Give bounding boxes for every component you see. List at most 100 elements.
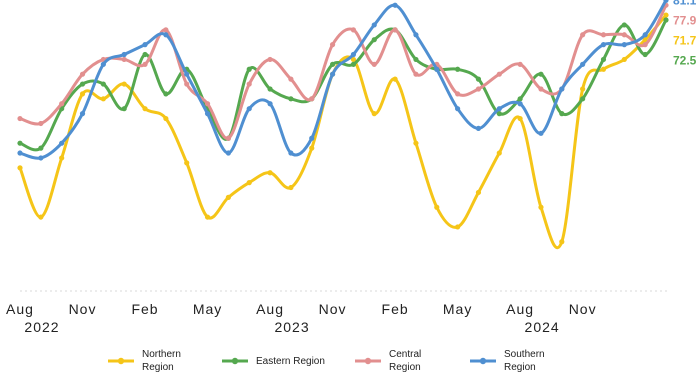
data-point-northern-region-2023-09 (288, 184, 294, 191)
data-point-southern-region-2022-10 (59, 140, 65, 146)
x-tick-year-2024: 2024 (525, 319, 560, 335)
data-point-northern-region-2023-05 (204, 214, 211, 220)
data-point-eastern-region-2025-02 (642, 51, 648, 58)
data-point-eastern-region-2023-09 (288, 96, 294, 102)
data-point-southern-region-2022-12 (100, 61, 106, 67)
data-point-northern-region-2025-02 (642, 37, 648, 43)
data-point-eastern-region-2024-06 (475, 76, 482, 82)
data-point-eastern-region-2024-11 (580, 96, 586, 102)
data-point-central-region-2025-01 (621, 32, 627, 38)
legend-label: Central (389, 349, 421, 360)
end-label-southern-region: 81.1 (673, 0, 697, 7)
data-point-northern-region-2022-12 (100, 96, 106, 102)
data-point-central-region-2023-07 (246, 81, 252, 87)
data-point-central-region-2024-11 (580, 32, 586, 38)
data-point-eastern-region-2024-05 (455, 66, 461, 72)
x-tick-label-2023-02: Feb (131, 301, 158, 317)
data-point-eastern-region-2024-01 (371, 37, 377, 43)
data-point-northern-region-2024-01 (371, 111, 377, 117)
legend-item-eastern-region: Eastern Region (222, 356, 325, 367)
x-tick-label-2024-02: Feb (382, 301, 409, 317)
data-point-central-region-2023-02 (142, 61, 148, 67)
data-point-northern-region-2023-12 (350, 56, 357, 63)
x-tick-label-2024-11: Nov (569, 301, 597, 317)
data-point-central-region-2023-11 (329, 42, 336, 48)
data-point-central-region-2023-08 (267, 56, 273, 63)
series-line-northern-region (18, 13, 668, 250)
data-point-northern-region-2022-09 (38, 214, 44, 220)
data-point-northern-region-2022-11 (79, 91, 86, 97)
x-axis-ticks: Aug 2022 Nov Feb May Aug 2023 Nov Feb May Aug 2024 N… (6, 301, 597, 335)
end-labels: 71.7 72.5 77.9 81.1 (673, 0, 697, 67)
series-southern-region (17, 0, 669, 161)
data-point-southern-region-2025-03 (663, 0, 669, 3)
data-point-southern-region-2024-08 (517, 101, 523, 107)
legend-label-cont: Region (504, 362, 536, 372)
data-point-central-region-2024-01 (371, 61, 377, 67)
data-point-central-region-2024-05 (455, 91, 461, 97)
data-point-southern-region-2023-12 (350, 51, 357, 58)
data-point-northern-region-2024-06 (475, 189, 482, 196)
data-point-northern-region-2023-08 (267, 170, 273, 176)
data-point-central-region-2023-01 (121, 56, 127, 63)
data-point-northern-region-2025-01 (621, 56, 627, 63)
end-label-northern-region: 71.7 (673, 33, 697, 47)
end-label-central-region: 77.9 (673, 13, 697, 27)
data-point-southern-region-2023-03 (163, 32, 169, 38)
data-point-eastern-region-2022-08 (17, 140, 23, 146)
data-point-northern-region-2024-03 (413, 140, 419, 146)
data-point-eastern-region-2024-08 (517, 96, 523, 102)
data-point-eastern-region-2024-09 (538, 71, 544, 77)
end-label-eastern-region: 72.5 (673, 53, 697, 67)
data-point-northern-region-2022-10 (59, 155, 65, 161)
data-point-central-region-2022-11 (79, 71, 86, 77)
legend-label: Eastern Region (256, 356, 325, 367)
data-point-northern-region-2025-03 (663, 12, 669, 18)
legend-item-central-region: Central Region (355, 349, 421, 372)
data-point-eastern-region-2022-11 (79, 81, 86, 87)
x-tick-year-2022: 2022 (24, 319, 59, 335)
data-point-eastern-region-2024-10 (559, 111, 565, 117)
data-point-central-region-2025-02 (642, 42, 648, 48)
legend-item-southern-region: Southern Region (470, 349, 545, 372)
x-tick-label-2024-08: Aug (506, 301, 534, 317)
series-line-eastern-region (18, 18, 668, 152)
series-eastern-region (17, 17, 669, 152)
data-point-central-region-2023-03 (163, 27, 169, 33)
series-central-region (17, 2, 669, 141)
data-point-eastern-region-2023-12 (350, 61, 357, 67)
data-point-eastern-region-2024-03 (413, 56, 419, 63)
data-point-southern-region-2024-09 (538, 130, 544, 136)
x-tick-label-2023-11: Nov (319, 301, 347, 317)
data-point-northern-region-2023-07 (246, 180, 252, 186)
series-line-central-region (18, 3, 668, 140)
data-point-eastern-region-2023-02 (142, 51, 148, 58)
data-point-central-region-2024-12 (600, 32, 607, 38)
data-point-central-region-2024-07 (496, 71, 502, 77)
data-point-northern-region-2024-11 (580, 86, 586, 92)
data-point-southern-region-2023-06 (225, 150, 231, 156)
data-point-southern-region-2024-11 (580, 61, 586, 67)
legend-label: Southern (504, 349, 545, 360)
data-point-northern-region-2023-06 (225, 194, 231, 200)
legend-swatch-marker (117, 357, 125, 365)
legend-label-cont: Region (389, 362, 421, 372)
data-point-central-region-2023-06 (225, 135, 231, 141)
data-point-eastern-region-2025-03 (663, 17, 669, 23)
data-point-northern-region-2024-08 (517, 115, 523, 122)
data-point-northern-region-2023-01 (121, 81, 127, 87)
data-point-northern-region-2024-05 (455, 224, 461, 230)
data-point-southern-region-2024-03 (413, 32, 419, 38)
legend-label: Northern (142, 349, 181, 360)
data-point-southern-region-2022-09 (38, 155, 44, 161)
legend-swatch-marker (231, 357, 239, 365)
data-point-central-region-2024-06 (475, 86, 482, 92)
x-tick-year-2023: 2023 (274, 319, 309, 335)
data-point-southern-region-2024-06 (475, 125, 482, 131)
data-point-northern-region-2023-02 (142, 106, 148, 112)
data-point-northern-region-2024-07 (496, 150, 502, 156)
data-point-eastern-region-2022-09 (38, 145, 44, 151)
data-point-southern-region-2023-07 (246, 106, 252, 112)
x-tick-label-2024-05: May (443, 301, 472, 317)
